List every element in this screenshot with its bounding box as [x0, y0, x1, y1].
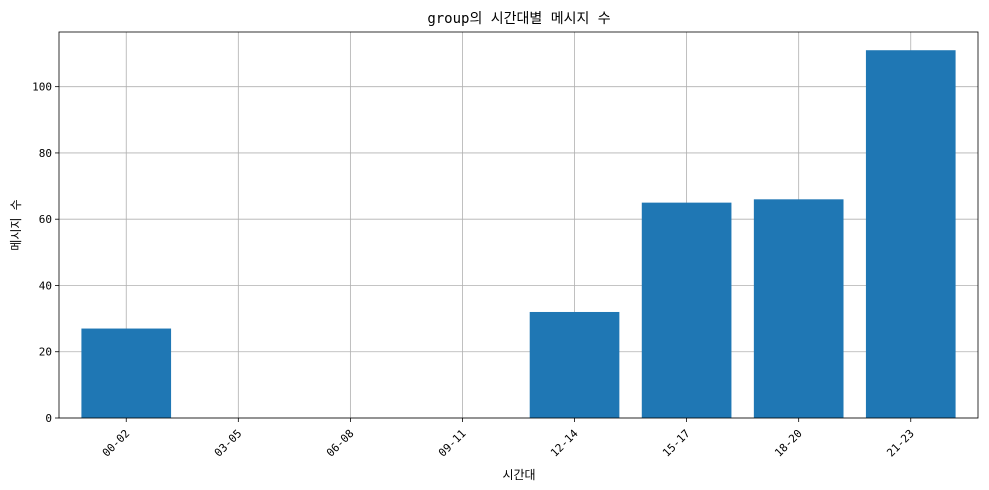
y-axis-label: 메시지 수 [9, 199, 23, 250]
bar-12-14 [529, 311, 620, 418]
y-tick-label: 20 [39, 346, 52, 359]
x-tick-label: 03-05 [212, 427, 245, 460]
plot-frame [58, 31, 979, 419]
bar-18-20 [753, 199, 844, 418]
x-tick-label: 18-20 [772, 427, 805, 460]
x-tick-label: 21-23 [884, 427, 917, 460]
bar-21-23 [865, 50, 956, 418]
x-tick-label: 09-11 [436, 427, 469, 460]
y-tick-label: 80 [39, 147, 52, 160]
y-tick-label: 60 [39, 213, 52, 226]
bar-15-17 [641, 202, 732, 418]
chart-title: group의 시간대별 메시지 수 [427, 11, 610, 27]
bars-layer [81, 50, 956, 418]
y-tick-label: 40 [39, 279, 52, 292]
bar-00-02 [81, 328, 172, 418]
x-tick-label: 15-17 [660, 427, 693, 460]
y-tick-label: 0 [45, 412, 52, 425]
x-tick-label: 06-08 [324, 427, 357, 460]
x-axis-label: 시간대 [502, 468, 535, 482]
x-tick-label: 12-14 [548, 427, 581, 460]
y-tick-label: 100 [32, 81, 52, 94]
x-tick-label: 00-02 [100, 427, 133, 460]
